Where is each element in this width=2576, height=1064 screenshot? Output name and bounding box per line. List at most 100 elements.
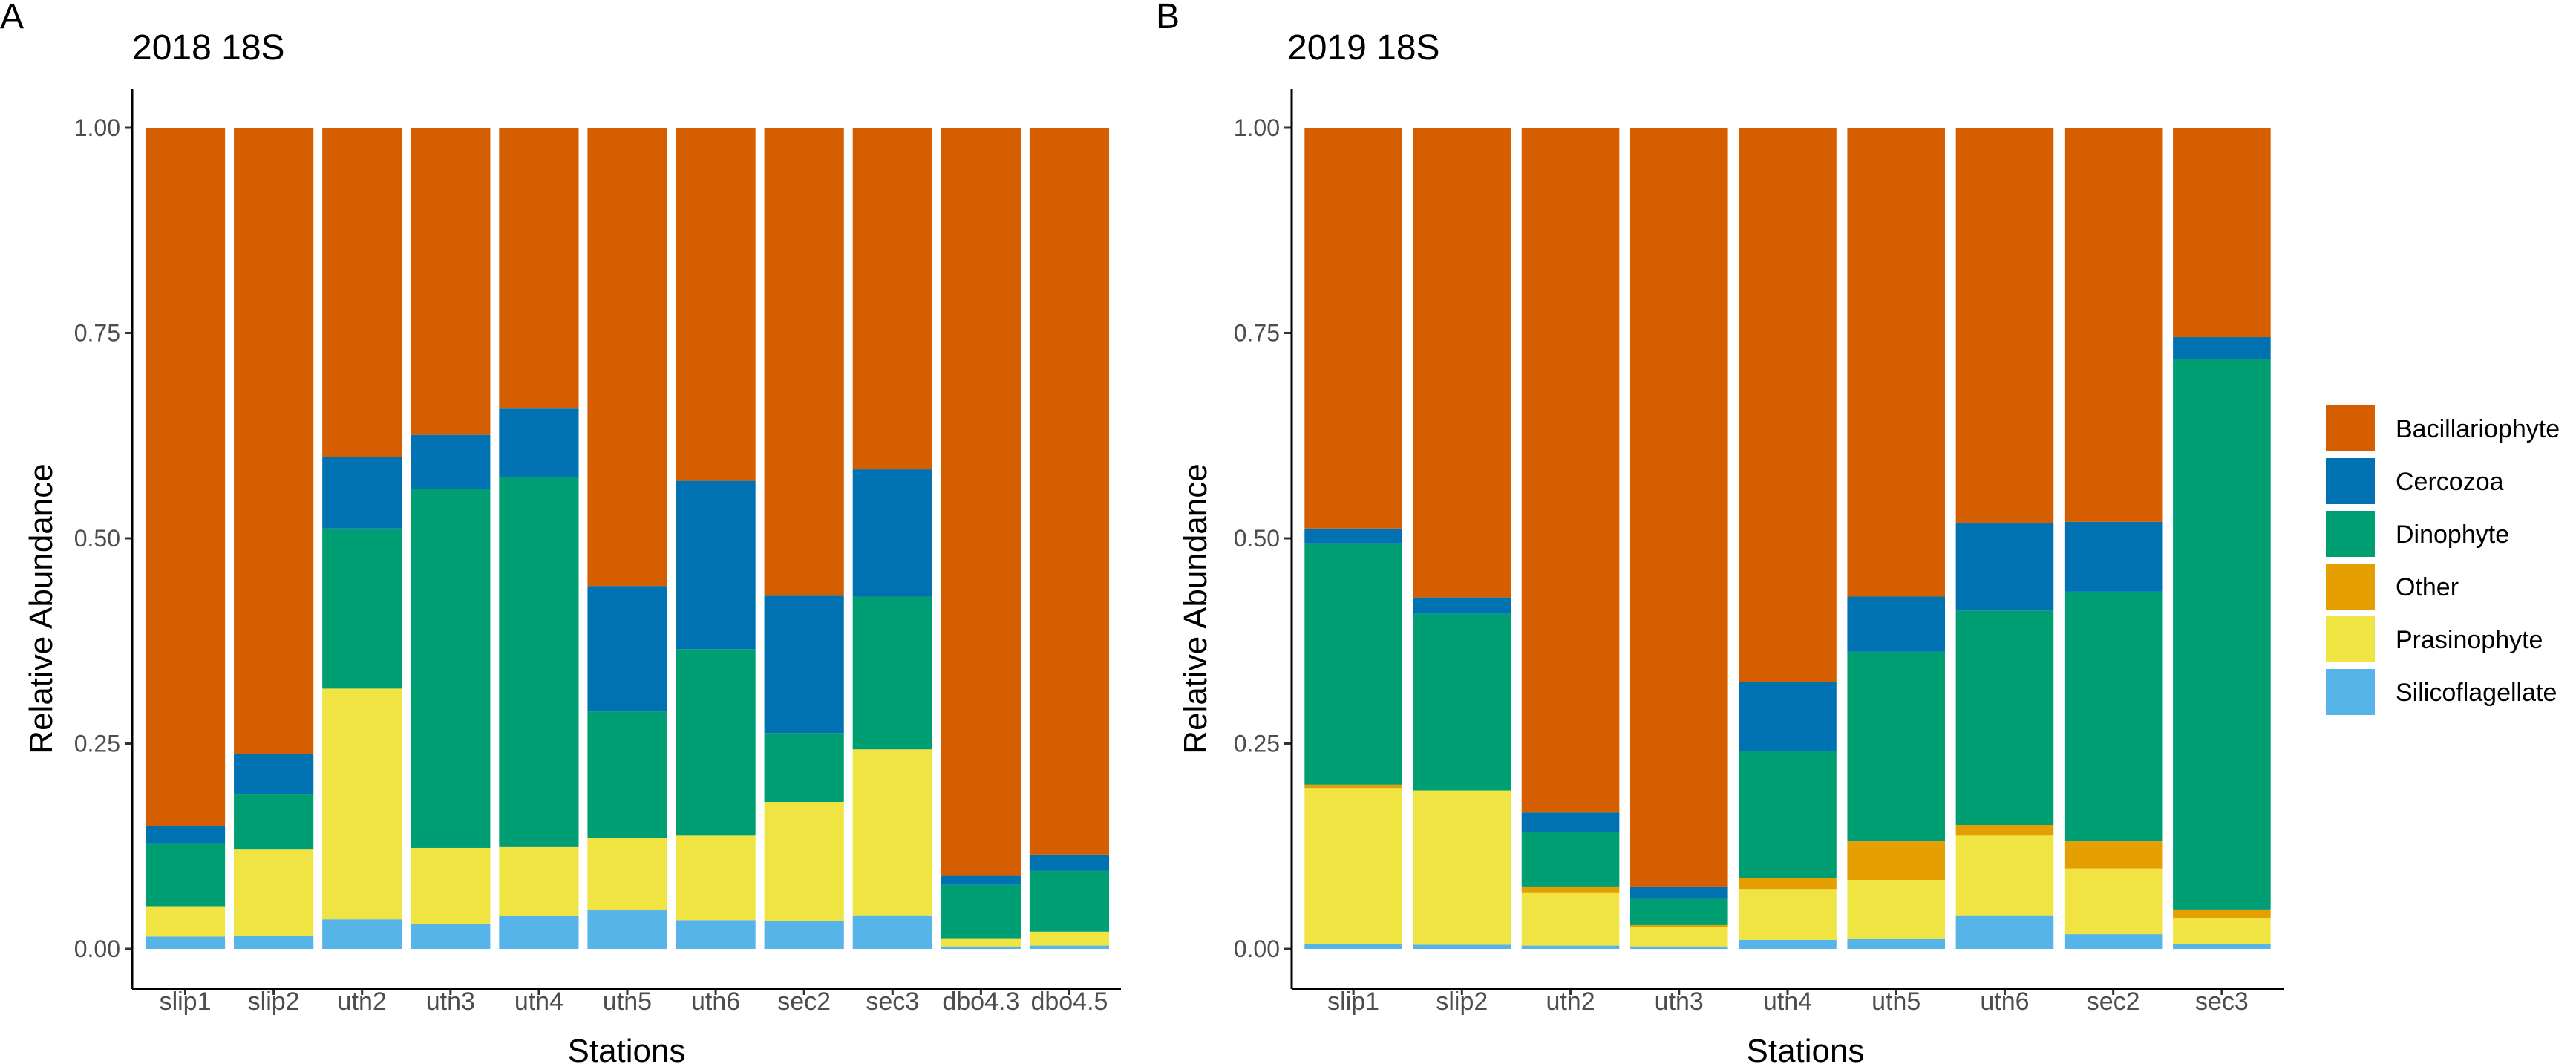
bar-segment-utn2-dinophyte [322,528,402,689]
bar-segment-utn3-silicoflagellate [411,924,491,949]
bar-segment-slip1-other [1304,784,1402,789]
x-tick-label-utn2: utn2 [1546,988,1595,1016]
y-tick-label: 1.00 [74,114,120,141]
bar-segment-utn5-silicoflagellate [1847,939,1946,949]
x-tick-label-slip1: slip1 [160,988,212,1016]
bar-segment-sec3-other [2173,909,2271,919]
panel-a-y-axis-title: Relative Abundance [23,463,59,754]
bar-segment-utn6-cercozoa [676,480,756,650]
bar-segment-utn3-cercozoa [1629,886,1728,899]
bar-segment-utn2-prasinophyte [322,688,402,920]
x-tick-label-sec2: sec2 [777,988,831,1016]
legend-key-silicoflagellate [2326,669,2375,715]
y-tick-label: 0.25 [1234,731,1280,757]
bar-segment-sec2-cercozoa [764,595,844,734]
x-tick-label-slip1: slip1 [1327,988,1379,1016]
panel-a-plot: 0.00 0.25 0.50 0.75 1.00 slip1 slip2 utn2 utn3 ut… [74,89,1121,1016]
bar-segment-slip2-cercozoa [1413,597,1511,614]
bar-segment-utn3-dinophyte [1629,898,1728,925]
bar-segment-utn3-silicoflagellate [1629,946,1728,949]
bar-segment-slip2-cercozoa [234,754,314,795]
bar-segment-slip2-bacillariophyte [234,128,314,754]
bar-segment-dbo4-3-prasinophyte [941,938,1021,947]
bar-segment-slip1-dinophyte [145,843,226,907]
legend-label-other: Other [2396,573,2459,601]
bar-segment-slip1-bacillariophyte [1304,128,1402,529]
y-tick-label: 0.75 [74,320,120,347]
x-tick-label-slip2: slip2 [1436,988,1488,1016]
legend-key-other [2326,564,2375,610]
bar-segment-sec3-dinophyte [852,596,932,750]
bar-segment-sec2-prasinophyte [2064,868,2163,935]
bar-segment-utn3-dinophyte [411,489,491,848]
bar-segment-utn4-other [1739,878,1837,890]
bar-segment-sec2-silicoflagellate [2064,934,2163,949]
bar-segment-dbo4-5-dinophyte [1029,870,1110,932]
bar-segment-sec3-bacillariophyte [2173,128,2271,338]
bar-segment-utn5-bacillariophyte [587,128,667,587]
bar-segment-utn2-bacillariophyte [322,128,402,457]
legend: Bacillariophyte Cercozoa Dinophyte Other Pra… [2326,405,2560,715]
bar-segment-sec3-silicoflagellate [852,915,932,949]
bar-segment-utn5-dinophyte [587,711,667,838]
bar-segment-utn4-prasinophyte [499,846,579,916]
panel-b-y-axis-title: Relative Abundance [1177,463,1214,754]
bar-segment-slip2-silicoflagellate [1413,944,1511,949]
bar-segment-utn3-bacillariophyte [1629,128,1728,887]
x-tick-label-utn5: utn5 [603,988,652,1016]
bar-segment-sec2-prasinophyte [764,802,844,921]
legend-label-cercozoa: Cercozoa [2396,468,2504,496]
bar-segment-dbo4-3-bacillariophyte [941,128,1021,876]
bar-segment-slip1-dinophyte [1304,543,1402,785]
bar-segment-utn2-cercozoa [322,457,402,529]
bar-segment-slip1-cercozoa [145,826,226,844]
x-tick-label-utn5: utn5 [1871,988,1920,1016]
bar-segment-utn6-other [1955,824,2054,836]
panel-b-x-axis-title: Stations [1747,1033,1865,1064]
panel-a: A 2018 18S Relative Abundance Stations 0… [0,0,1121,1064]
bar-segment-utn6-bacillariophyte [1955,128,2054,523]
bar-segment-dbo4-5-prasinophyte [1029,931,1110,946]
bar-segment-sec2-dinophyte [764,733,844,803]
bar-segment-utn6-prasinophyte [1955,835,2054,916]
bar-segment-sec2-silicoflagellate [764,921,844,949]
legend-label-bacillariophyte: Bacillariophyte [2396,415,2560,443]
bar-segment-utn3-other [1629,924,1728,927]
bar-segment-slip2-bacillariophyte [1413,128,1511,598]
bar-segment-utn5-dinophyte [1847,651,1946,842]
bar-segment-utn5-silicoflagellate [587,910,667,949]
bar-segment-utn5-cercozoa [1847,596,1946,652]
y-tick-label: 0.50 [74,525,120,552]
bar-segment-slip1-bacillariophyte [145,128,226,826]
bar-segment-sec2-cercozoa [2064,521,2163,592]
bar-segment-sec3-prasinophyte [2173,918,2271,944]
bar-segment-sec3-dinophyte [2173,359,2271,910]
bar-segment-utn2-silicoflagellate [1521,945,1620,949]
bar-segment-sec3-prasinophyte [852,749,932,916]
bar-segment-utn5-prasinophyte [587,838,667,911]
x-tick-label-utn4: utn4 [1763,988,1812,1016]
bar-segment-utn3-bacillariophyte [411,128,491,435]
bar-segment-sec3-cercozoa [852,469,932,597]
bar-segment-utn2-other [1521,886,1620,893]
x-tick-label-utn6: utn6 [691,988,740,1016]
bar-segment-utn5-other [1847,841,1946,881]
x-tick-label-dbo4-3: dbo4.3 [942,988,1019,1016]
x-tick-label-slip2: slip2 [248,988,300,1016]
bar-segment-sec2-bacillariophyte [764,128,844,596]
legend-label-silicoflagellate: Silicoflagellate [2396,679,2557,707]
y-tick-label: 0.00 [74,936,120,962]
panel-a-title: 2018 18S [132,28,285,68]
bar-segment-utn2-cercozoa [1521,812,1620,832]
bar-segment-utn3-cercozoa [411,434,491,489]
bar-segment-sec3-silicoflagellate [2173,944,2271,949]
legend-key-cercozoa [2326,458,2375,504]
bar-segment-slip1-cercozoa [1304,528,1402,544]
bar-segment-utn4-cercozoa [499,408,579,477]
bar-segment-utn3-prasinophyte [411,847,491,924]
bar-segment-sec2-bacillariophyte [2064,128,2163,522]
y-tick-label: 0.25 [74,731,120,757]
y-tick-label: 0.00 [1234,936,1280,962]
bar-segment-utn6-cercozoa [1955,522,2054,611]
panel-b-title: 2019 18S [1287,28,1440,68]
